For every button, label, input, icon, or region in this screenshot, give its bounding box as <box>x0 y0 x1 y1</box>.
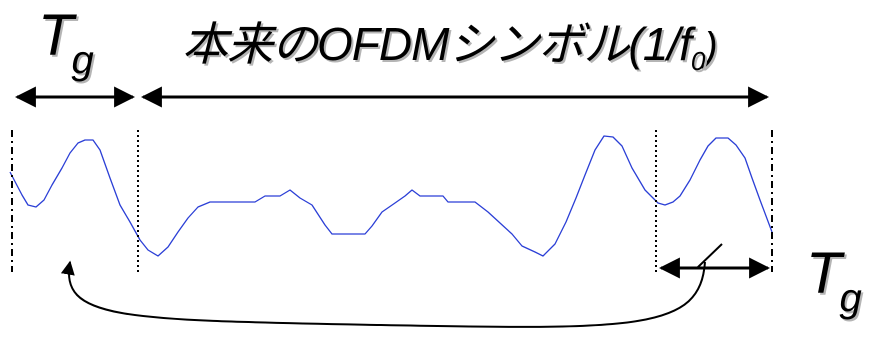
guard-interval-symbol: T <box>38 3 74 68</box>
title-suffix: ) <box>704 25 717 69</box>
guard-interval-label-right: Tg <box>806 240 864 320</box>
guard-interval-symbol: T <box>806 241 842 306</box>
label-pointer-line <box>696 243 723 269</box>
title-text: 本来のOFDMシンボル(1/f <box>182 18 692 70</box>
title-subscript: 0 <box>690 46 706 76</box>
guard-interval-label-left: Tg <box>38 2 96 82</box>
cyclic-prefix-copy-arrow <box>60 260 706 328</box>
ofdm-symbol-title: 本来のOFDMシンボル(1/f0) <box>182 8 718 76</box>
guard-interval-subscript: g <box>71 38 94 82</box>
guard-interval-subscript: g <box>839 276 862 320</box>
ofdm-waveform <box>9 135 773 257</box>
